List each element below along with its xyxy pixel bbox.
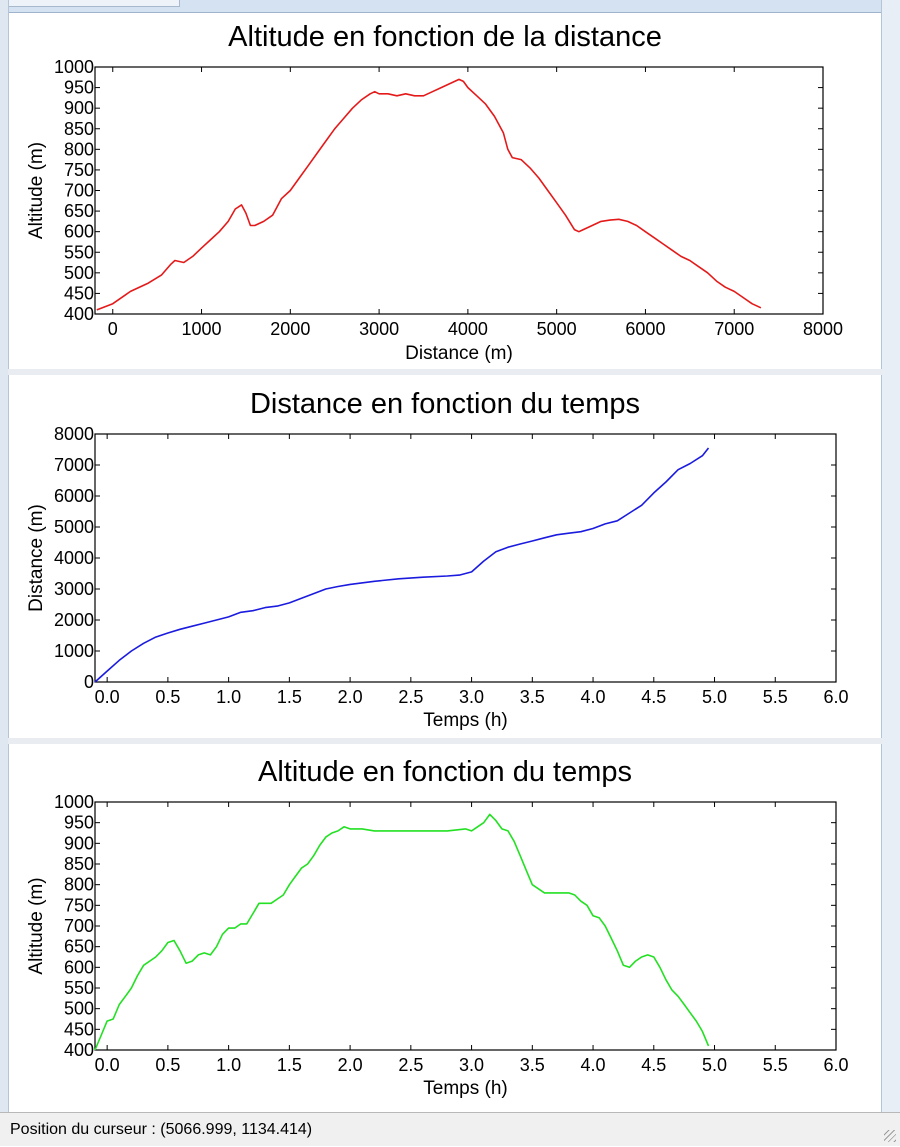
y-axis-label: Altitude (m) xyxy=(26,142,47,239)
x-tick-label: 0.0 xyxy=(95,687,120,707)
x-tick-label: 3.5 xyxy=(520,1055,545,1075)
chart-title: Distance en fonction du temps xyxy=(250,388,640,420)
x-tick-label: 1.5 xyxy=(277,687,302,707)
x-tick-label: 0 xyxy=(108,319,118,339)
y-tick-label: 700 xyxy=(64,916,94,936)
y-tick-label: 1000 xyxy=(54,641,94,661)
y-tick-label: 450 xyxy=(64,283,94,303)
x-tick-label: 3.0 xyxy=(459,687,484,707)
y-tick-label: 2000 xyxy=(54,610,94,630)
x-tick-label: 5000 xyxy=(537,319,577,339)
x-axis-label: Temps (h) xyxy=(423,1078,507,1099)
x-tick-label: 1000 xyxy=(182,319,222,339)
x-tick-label: 0.0 xyxy=(95,1055,120,1075)
window-right-frame[interactable] xyxy=(881,0,900,1124)
x-tick-label: 0.5 xyxy=(155,1055,180,1075)
x-tick-label: 3.5 xyxy=(520,687,545,707)
x-axis-label: Distance (m) xyxy=(405,343,513,364)
y-tick-label: 800 xyxy=(64,139,94,159)
y-tick-label: 1000 xyxy=(54,57,94,77)
y-tick-label: 650 xyxy=(64,937,94,957)
cursor-position-text: Position du curseur : (5066.999, 1134.41… xyxy=(10,1121,313,1138)
y-tick-label: 3000 xyxy=(54,579,94,599)
x-tick-label: 0.5 xyxy=(155,687,180,707)
y-tick-label: 550 xyxy=(64,978,94,998)
x-tick-label: 2.0 xyxy=(338,1055,363,1075)
y-tick-label: 650 xyxy=(64,201,94,221)
x-tick-label: 3.0 xyxy=(459,1055,484,1075)
y-tick-label: 500 xyxy=(64,999,94,1019)
x-tick-label: 4000 xyxy=(448,319,488,339)
y-tick-label: 950 xyxy=(64,813,94,833)
y-tick-label: 450 xyxy=(64,1019,94,1039)
x-tick-label: 5.5 xyxy=(763,687,788,707)
x-tick-label: 6000 xyxy=(625,319,665,339)
altitude-distance-chart[interactable]: Altitude en fonction de la distance 0 1000… xyxy=(8,12,882,369)
y-tick-label: 750 xyxy=(64,160,94,180)
series-line xyxy=(94,447,710,683)
chart-title: Altitude en fonction de la distance xyxy=(228,21,662,53)
altitude-time-chart[interactable]: Altitude en fonction du temps 0.0 0.5 1.0 1.… xyxy=(8,744,882,1112)
x-tick-label: 5.0 xyxy=(702,1055,727,1075)
y-axis-label: Distance (m) xyxy=(26,504,47,612)
x-tick-label: 4.5 xyxy=(641,1055,666,1075)
x-tick-label: 8000 xyxy=(803,319,843,339)
x-tick-label: 1.5 xyxy=(277,1055,302,1075)
series-line xyxy=(96,78,762,311)
x-tick-label: 6.0 xyxy=(823,1055,848,1075)
x-tick-label: 2.5 xyxy=(398,1055,423,1075)
window-left-frame xyxy=(0,0,9,1124)
x-tick-label: 2.5 xyxy=(398,687,423,707)
y-tick-label: 400 xyxy=(64,304,94,324)
x-tick-label: 7000 xyxy=(714,319,754,339)
y-tick-label: 4000 xyxy=(54,548,94,568)
panel-separator xyxy=(8,738,882,744)
x-tick-label: 2000 xyxy=(270,319,310,339)
status-bar: Position du curseur : (5066.999, 1134.41… xyxy=(0,1112,900,1146)
y-tick-label: 800 xyxy=(64,875,94,895)
x-tick-label: 1.0 xyxy=(216,687,241,707)
y-tick-label: 5000 xyxy=(54,517,94,537)
x-tick-label: 5.0 xyxy=(702,687,727,707)
plot-area[interactable] xyxy=(94,433,837,683)
x-tick-label: 2.0 xyxy=(338,687,363,707)
chart-title: Altitude en fonction du temps xyxy=(258,756,632,788)
plot-area[interactable] xyxy=(94,66,824,315)
x-tick-label: 1.0 xyxy=(216,1055,241,1075)
y-tick-label: 600 xyxy=(64,957,94,977)
plot-area[interactable] xyxy=(94,801,837,1051)
x-tick-label: 5.5 xyxy=(763,1055,788,1075)
window-tab[interactable] xyxy=(0,0,180,7)
y-tick-label: 600 xyxy=(64,222,94,242)
y-tick-label: 400 xyxy=(64,1040,94,1060)
x-tick-label: 6.0 xyxy=(823,687,848,707)
y-tick-label: 0 xyxy=(84,672,94,692)
distance-time-chart[interactable]: Distance en fonction du temps 0.0 0.5 1.0 1.… xyxy=(8,375,882,738)
y-tick-label: 950 xyxy=(64,78,94,98)
y-tick-label: 6000 xyxy=(54,486,94,506)
y-tick-label: 1000 xyxy=(54,792,94,812)
y-tick-label: 900 xyxy=(64,833,94,853)
resize-grip-icon[interactable] xyxy=(884,1130,896,1142)
y-axis-label: Altitude (m) xyxy=(26,877,47,974)
x-tick-label: 4.5 xyxy=(641,687,666,707)
y-tick-label: 850 xyxy=(64,119,94,139)
x-tick-label: 4.0 xyxy=(581,1055,606,1075)
y-tick-label: 8000 xyxy=(54,424,94,444)
y-tick-label: 900 xyxy=(64,98,94,118)
y-tick-label: 550 xyxy=(64,242,94,262)
x-tick-label: 3000 xyxy=(359,319,399,339)
y-tick-label: 850 xyxy=(64,854,94,874)
y-tick-label: 500 xyxy=(64,263,94,283)
x-tick-label: 4.0 xyxy=(581,687,606,707)
y-tick-label: 750 xyxy=(64,895,94,915)
panel-separator xyxy=(8,369,882,375)
x-axis-label: Temps (h) xyxy=(423,710,507,731)
y-tick-label: 7000 xyxy=(54,455,94,475)
series-line xyxy=(94,813,710,1051)
y-tick-label: 700 xyxy=(64,181,94,201)
